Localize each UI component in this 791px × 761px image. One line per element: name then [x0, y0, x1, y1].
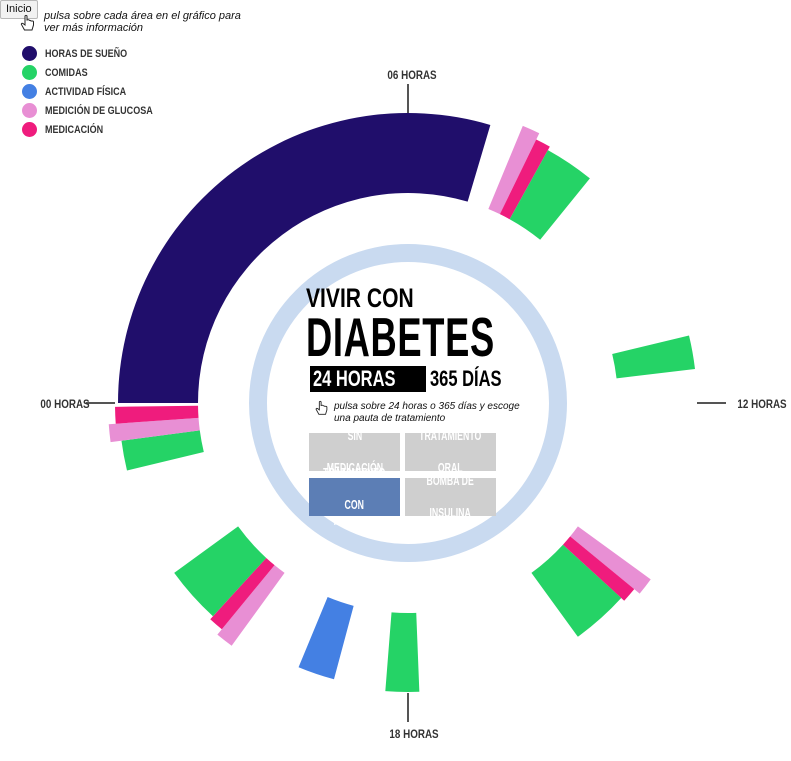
legend-dot [22, 103, 37, 118]
axis-label-00: 00 HORAS [40, 397, 90, 411]
tab-label: 365 DÍAS [430, 366, 502, 391]
segment-medication[interactable] [562, 536, 635, 601]
segment-glucose[interactable] [108, 417, 200, 443]
title-line1: VIVIR CON [306, 283, 414, 313]
tab-365-dias[interactable]: 365 DÍAS [426, 366, 529, 392]
segment-medication[interactable] [499, 139, 550, 220]
segment-glucose[interactable] [217, 565, 285, 646]
btn-line: TRATAMIENTO [323, 465, 386, 480]
legend-label: ACTIVIDAD FÍSICA [45, 85, 127, 98]
legend-item-meals[interactable]: COMIDAS [22, 63, 176, 82]
legend-dot [22, 65, 37, 80]
segment-meal[interactable] [174, 526, 267, 617]
segment-sleep[interactable] [118, 112, 491, 404]
legend-item-exercise[interactable]: ACTIVIDAD FÍSICA [22, 82, 176, 101]
axis-label-12: 12 HORAS [737, 397, 787, 411]
center-ring [249, 244, 567, 562]
segment-meal[interactable] [509, 150, 590, 240]
segment-medication[interactable] [210, 557, 275, 630]
btn-line: BOMBA DE [426, 473, 475, 488]
btn-line: CON INSULINA [333, 497, 376, 528]
legend-dot [22, 122, 37, 137]
center-panel: VIVIR CON DIABETES 24 HORAS 365 DÍAS pul… [306, 283, 520, 424]
hint-center-text: pulsa sobre 24 horas o 365 días y escoge… [334, 401, 520, 424]
treatment-oral-button[interactable]: TRATAMIENTO ORAL [405, 428, 496, 475]
legend-dot [22, 84, 37, 99]
segment-glucose[interactable] [570, 526, 651, 594]
legend-dot [22, 46, 37, 61]
treatment-bomba-button[interactable]: BOMBA DE INSULINA [405, 473, 496, 520]
legend-label: COMIDAS [45, 66, 88, 79]
btn-line: MEDICACIÓN [326, 460, 383, 475]
axis-label-18: 18 HORAS [389, 727, 439, 741]
axis-label-06: 06 HORAS [387, 68, 437, 82]
segment-medication[interactable] [115, 405, 199, 424]
chart-segments [108, 112, 695, 693]
view-tabs: 24 HORAS 365 DÍAS [310, 366, 529, 392]
btn-line: ORAL [438, 460, 463, 475]
btn-line: SIN [347, 428, 362, 443]
segment-meal[interactable] [612, 335, 695, 379]
legend-item-medication[interactable]: MEDICACIÓN [22, 120, 176, 139]
segment-glucose[interactable] [488, 125, 540, 215]
hand-pointer-icon [20, 14, 34, 31]
hand-pointer-icon [315, 400, 328, 415]
segment-meal[interactable] [121, 430, 204, 471]
legend-label: HORAS DE SUEÑO [45, 47, 128, 60]
legend-label: MEDICACIÓN [45, 123, 104, 136]
segment-exercise[interactable] [298, 597, 354, 680]
segment-meal[interactable] [531, 544, 622, 637]
btn-line: TRATAMIENTO [419, 428, 482, 443]
hint-text: pulsa sobre cada área en el gráfico para… [44, 10, 241, 34]
tab-24-horas[interactable]: 24 HORAS [310, 366, 427, 392]
legend-item-sleep[interactable]: HORAS DE SUEÑO [22, 44, 176, 63]
treatment-sin-medicacion-button[interactable]: SIN MEDICACIÓN [309, 428, 400, 475]
segment-meal[interactable] [385, 612, 420, 693]
legend-item-glucose[interactable]: MEDICIÓN DE GLUCOSA [22, 101, 176, 120]
treatment-insulina-button[interactable]: TRATAMIENTO CON INSULINA [309, 465, 400, 528]
tab-label: 24 HORAS [313, 366, 396, 391]
legend: HORAS DE SUEÑO COMIDAS ACTIVIDAD FÍSICA … [22, 44, 176, 139]
legend-label: MEDICIÓN DE GLUCOSA [45, 104, 153, 117]
btn-line: INSULINA [429, 505, 472, 520]
inicio-button[interactable]: Inicio [0, 0, 38, 19]
title-line2: DIABETES [306, 306, 495, 368]
